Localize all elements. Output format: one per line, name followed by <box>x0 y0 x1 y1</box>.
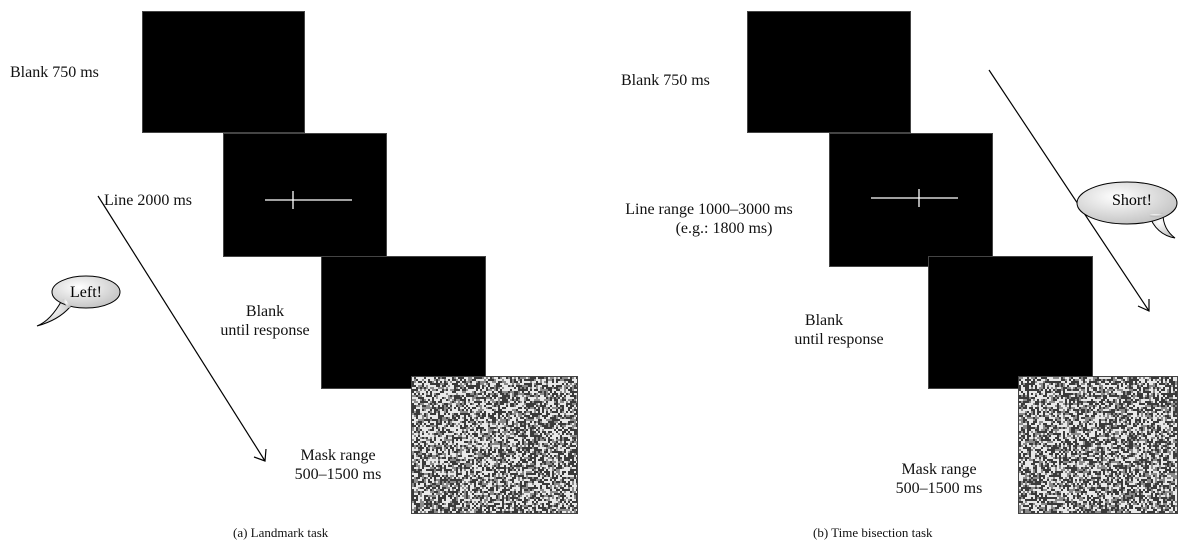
bubble-text: Short! <box>1112 192 1152 209</box>
line-stimulus <box>871 189 958 207</box>
blank-label: Blank 750 ms <box>621 72 710 89</box>
blank-until-response-screen <box>321 256 486 389</box>
blank-until-response-screen <box>928 256 1093 389</box>
mask-label-line1: Mask range <box>901 461 977 478</box>
blank-until-response-label-line1: Blank <box>245 303 285 320</box>
blank-until-response-label-line1: Blank <box>804 312 844 329</box>
blank-until-response-label-line2: until response <box>220 322 310 339</box>
blank-screen <box>747 11 911 133</box>
panel-landmark-task: Blank 750 ms Line 2000 ms Blank until re… <box>10 11 578 540</box>
line-label-line1: Line range 1000–3000 ms <box>625 201 793 218</box>
line-screen <box>829 133 993 267</box>
line-stimulus <box>265 191 352 209</box>
blank-label: Blank 750 ms <box>10 64 99 81</box>
bubble-text: Left! <box>70 284 102 301</box>
blank-until-response-label-line2: until response <box>794 331 884 348</box>
blank-until-response-label: Blank until response <box>769 311 909 349</box>
mask-screen <box>411 376 578 514</box>
caption: (b) Time bisection task <box>813 525 933 540</box>
speech-bubble: Short! <box>1076 181 1178 239</box>
line-label: Line range 1000–3000 ms (e.g.: 1800 ms) <box>599 200 819 238</box>
speech-bubble: Left! <box>36 275 121 327</box>
mask-label-line1: Mask range <box>300 447 376 464</box>
line-label-line2: (e.g.: 1800 ms) <box>675 220 773 237</box>
blank-screen <box>142 11 305 133</box>
line-screen <box>223 133 387 257</box>
blank-until-response-label: Blank until response <box>210 302 320 340</box>
mask-label-line2: 500–1500 ms <box>294 466 382 483</box>
line-label: Line 2000 ms <box>104 192 192 209</box>
mask-label: Mask range 500–1500 ms <box>869 460 1009 498</box>
mask-screen <box>1018 376 1178 514</box>
caption: (a) Landmark task <box>233 525 329 540</box>
mask-label: Mask range 500–1500 ms <box>268 446 408 484</box>
mask-label-line2: 500–1500 ms <box>895 480 983 497</box>
panel-time-bisection-task: Blank 750 ms Line range 1000–3000 ms (e.… <box>589 0 1178 550</box>
